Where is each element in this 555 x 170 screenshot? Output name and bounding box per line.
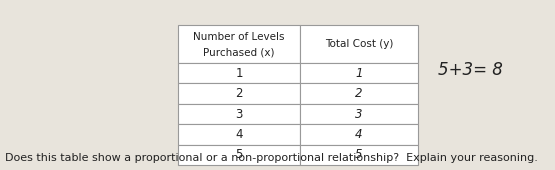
Polygon shape (178, 83, 300, 104)
Text: Number of Levels: Number of Levels (193, 32, 285, 42)
Polygon shape (300, 104, 418, 124)
Polygon shape (300, 25, 418, 63)
Text: 4: 4 (235, 128, 243, 141)
Text: Does this table show a proportional or a non-proportional relationship?  Explain: Does this table show a proportional or a… (5, 153, 538, 163)
Text: 1: 1 (235, 67, 243, 80)
Text: 1: 1 (355, 67, 363, 80)
Polygon shape (300, 124, 418, 145)
Text: Total Cost (y): Total Cost (y) (325, 39, 393, 49)
Text: 5: 5 (355, 148, 363, 161)
Text: 3: 3 (235, 107, 243, 121)
Polygon shape (300, 83, 418, 104)
Polygon shape (300, 145, 418, 165)
Polygon shape (300, 63, 418, 83)
Polygon shape (178, 124, 300, 145)
Polygon shape (178, 63, 300, 83)
Text: 2: 2 (235, 87, 243, 100)
Polygon shape (178, 145, 300, 165)
Text: 4: 4 (355, 128, 363, 141)
Text: 5+3= 8: 5+3= 8 (437, 61, 502, 79)
Polygon shape (178, 25, 300, 63)
Polygon shape (178, 104, 300, 124)
Text: 5: 5 (235, 148, 243, 161)
Text: 3: 3 (355, 107, 363, 121)
Text: 2: 2 (355, 87, 363, 100)
Text: Purchased (x): Purchased (x) (203, 47, 275, 57)
